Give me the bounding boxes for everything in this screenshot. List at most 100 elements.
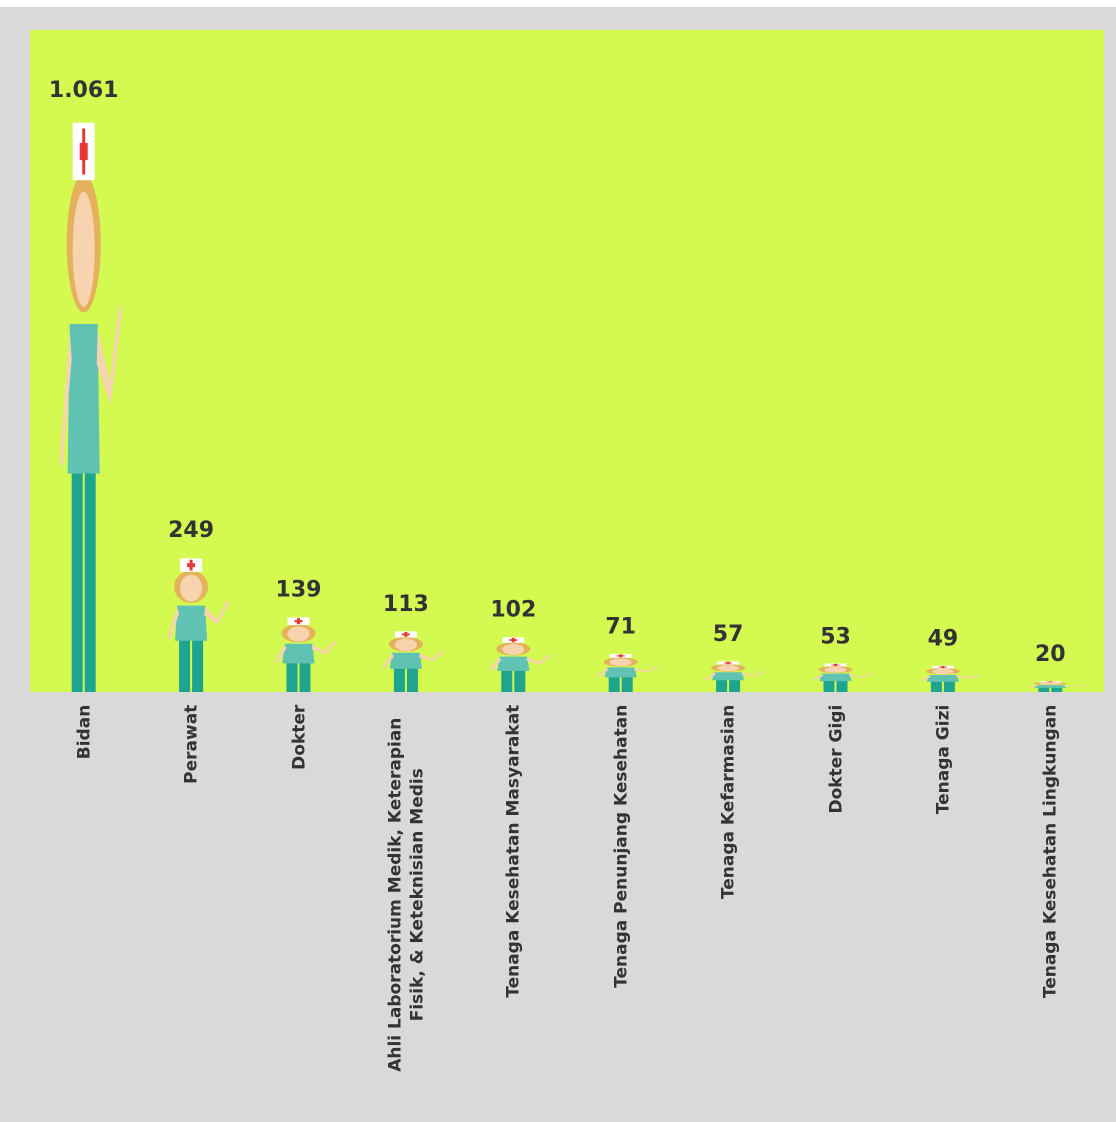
figure-part (823, 680, 835, 692)
figure-part (1039, 682, 1062, 685)
figure-part (604, 667, 637, 678)
x-label-box: Dokter Gigi (782, 705, 889, 1095)
value-label: 53 (820, 624, 851, 649)
value-label: 20 (1035, 642, 1066, 667)
figure-part (633, 665, 659, 673)
x-label-box: Tenaga Kefarmasian (674, 705, 781, 1095)
x-label-box: Tenaga Gizi (889, 705, 996, 1095)
x-label-box: Perawat (137, 705, 244, 1095)
x-label-box: Bidan (30, 705, 137, 1095)
figure-part (955, 673, 981, 679)
figure-part (1038, 687, 1050, 692)
figure-part (180, 574, 203, 602)
figure-part (167, 606, 180, 640)
figure-part (418, 650, 444, 662)
figure-part (79, 142, 88, 161)
figure-part (609, 658, 632, 667)
figure-part (514, 669, 526, 692)
figure-part (712, 672, 745, 681)
x-tick-label: Dokter Gigi (825, 704, 846, 814)
x-tick-label: Dokter (288, 704, 309, 771)
figure-part (286, 661, 298, 692)
nurse-bar (704, 661, 767, 692)
figure-part (608, 676, 620, 692)
value-label: 139 (276, 578, 322, 603)
figure-part (501, 669, 513, 692)
figure-part (943, 681, 955, 692)
value-label: 102 (490, 598, 536, 623)
figure-part (389, 652, 422, 669)
x-tick-label: Ahli Laboratorium Medik, Keterapian Fisi… (384, 717, 427, 1073)
value-label: 71 (605, 615, 636, 640)
figure-part (621, 676, 633, 692)
figure-part (96, 301, 122, 405)
figure-part (72, 191, 95, 307)
figure-part (1063, 684, 1089, 687)
x-tick-label: Bidan (73, 704, 94, 760)
value-label: 113 (383, 592, 429, 617)
nurse-bar (918, 665, 981, 692)
figure-part (509, 639, 518, 641)
figure-part (930, 681, 942, 692)
figure-part (1034, 685, 1067, 688)
figure-part (274, 644, 287, 663)
figure-part (401, 633, 410, 636)
figure-part (1051, 687, 1063, 692)
figure-part (406, 667, 418, 692)
figure-part (84, 462, 96, 692)
figure-part (824, 667, 847, 673)
figure-part (831, 664, 840, 666)
figure-part (394, 638, 417, 651)
figure-part (717, 665, 740, 672)
figure-part (596, 667, 609, 677)
figure-part (393, 667, 405, 692)
figure-part (704, 672, 717, 680)
figure-part (741, 670, 767, 677)
figure-part (729, 679, 741, 692)
figure-part (616, 655, 625, 657)
figure-part (848, 672, 874, 678)
figure-part (381, 653, 394, 669)
value-label: 249 (168, 518, 214, 543)
figure-part (918, 675, 931, 682)
figure-part (819, 673, 852, 682)
x-label-box: Ahli Laboratorium Medik, Keterapian Fisi… (352, 705, 459, 1095)
figure-part (192, 638, 204, 692)
figure-part (938, 666, 947, 668)
figure-part (71, 462, 83, 692)
figure-part (811, 673, 824, 681)
plot-area (30, 30, 1104, 692)
x-tick-label: Tenaga Kesehatan Lingkungan (1040, 704, 1061, 999)
figure-part (287, 626, 310, 642)
figure-part (526, 654, 552, 665)
x-tick-label: Tenaga Penunjang Kesehatan (610, 704, 631, 989)
nurse-bar (167, 558, 230, 692)
figure-part (187, 563, 196, 568)
figure-part (282, 643, 315, 664)
top-strip (0, 0, 1116, 7)
nurse-bar (596, 653, 659, 692)
value-label: 49 (928, 626, 959, 651)
figure-part (502, 643, 525, 655)
x-tick-label: Tenaga Kesehatan Masyarakat (503, 704, 524, 999)
value-label: 57 (713, 622, 744, 647)
nurse-bar (811, 663, 874, 692)
x-tick-label: Perawat (181, 704, 202, 785)
value-label: 1.061 (49, 78, 119, 103)
figure-part (497, 656, 530, 671)
figure-part (175, 605, 208, 641)
x-tick-label: Tenaga Gizi (932, 704, 953, 815)
x-label-box: Tenaga Kesehatan Masyarakat (460, 705, 567, 1095)
x-tick-label: Tenaga Kefarmasian (718, 704, 739, 900)
nurse-bar (59, 122, 122, 692)
figure-part (204, 600, 230, 625)
figure-part (836, 680, 848, 692)
figure-part (299, 661, 311, 692)
nurse-bar (274, 617, 337, 692)
nurse-bar (489, 637, 552, 692)
nurse-bar (1026, 681, 1089, 692)
nurse-bar (381, 631, 444, 692)
figure-part (179, 638, 191, 692)
